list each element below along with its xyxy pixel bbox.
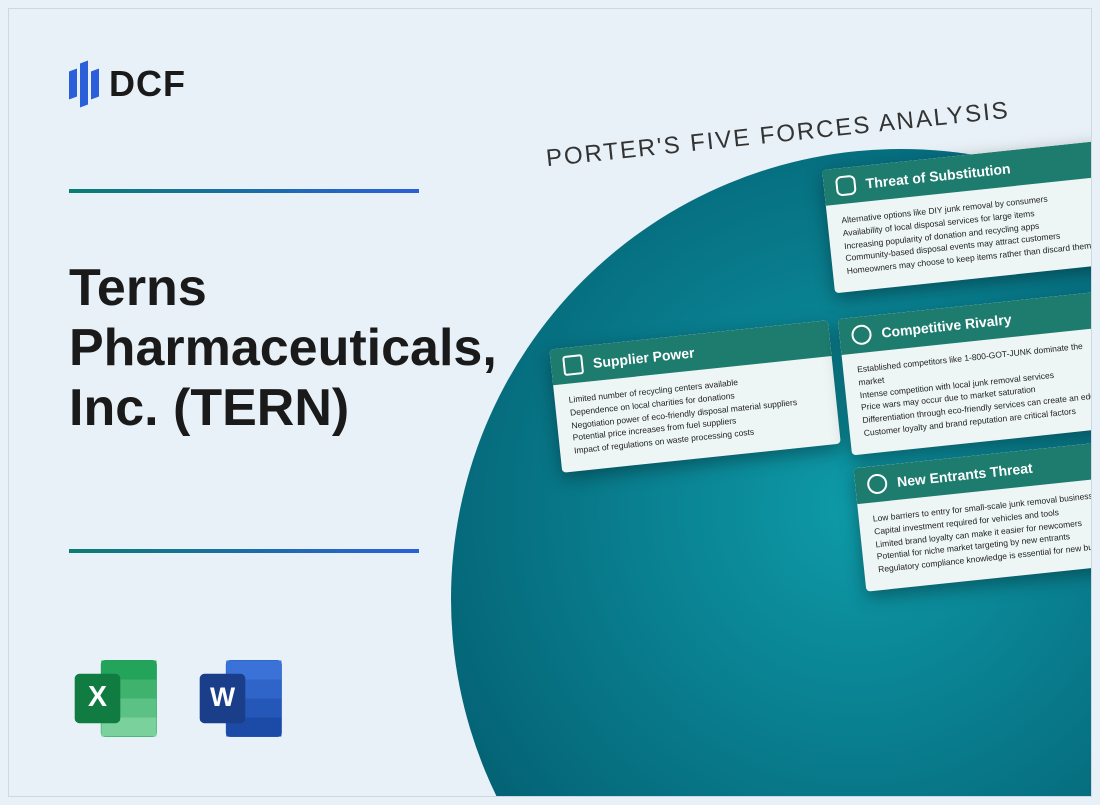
divider-top xyxy=(69,189,419,193)
content-frame: DCF Terns Pharmaceuticals, Inc. (TERN) X xyxy=(8,8,1092,797)
key-icon xyxy=(562,354,584,376)
card-title: Threat of Substitution xyxy=(865,160,1011,191)
brand-name: DCF xyxy=(109,63,186,105)
divider-bottom xyxy=(69,549,419,553)
app-icons-row: X W xyxy=(69,651,289,746)
card-competitive-rivalry: Competitive Rivalry Established competit… xyxy=(838,290,1092,455)
card-title: New Entrants Threat xyxy=(896,460,1033,490)
card-title: Supplier Power xyxy=(592,344,695,371)
pie-icon xyxy=(851,324,873,346)
excel-icon: X xyxy=(69,651,164,746)
brand-logo: DCF xyxy=(69,59,186,109)
swap-icon xyxy=(835,175,857,197)
person-icon xyxy=(866,473,888,495)
svg-text:W: W xyxy=(210,682,236,712)
card-title: Competitive Rivalry xyxy=(881,311,1013,341)
svg-text:X: X xyxy=(88,681,107,713)
logo-bars-icon xyxy=(69,59,99,109)
word-icon: W xyxy=(194,651,289,746)
page-title: Terns Pharmaceuticals, Inc. (TERN) xyxy=(69,259,509,438)
